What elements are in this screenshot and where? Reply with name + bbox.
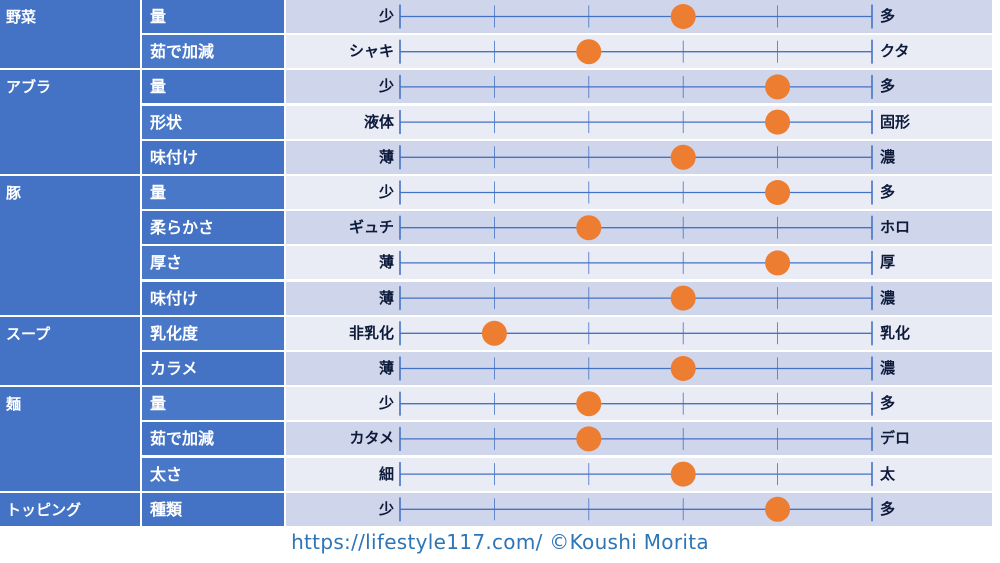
scale-right-label: クタ: [880, 42, 910, 61]
scale-left-label: カタメ: [349, 429, 394, 448]
scale-left-label: 非乳化: [348, 323, 394, 342]
scale-right-label: 多: [880, 499, 896, 518]
item-label: 量: [142, 387, 284, 421]
scale-left-label: 少: [378, 77, 394, 96]
rating-marker: [670, 144, 696, 170]
category-label: スープ: [0, 316, 140, 388]
category-label: 麺: [0, 387, 140, 493]
scale-left-label: 薄: [378, 288, 394, 307]
scale-right-label: 濃: [880, 147, 896, 166]
item-label: 味付け: [142, 140, 284, 174]
scale-right-label: 厚: [880, 253, 896, 272]
category-label: アブラ: [0, 70, 140, 176]
scale-right-label: 固形: [880, 112, 911, 131]
scale-left-label: 少: [378, 394, 394, 413]
item-label: 種類: [142, 492, 284, 526]
rating-marker: [481, 320, 507, 346]
rating-marker: [765, 496, 791, 522]
item-label: カラメ: [142, 352, 284, 385]
rating-marker: [670, 285, 696, 311]
scale-left-label: 薄: [378, 359, 394, 377]
scale-layer: [399, 4, 873, 522]
rating-marker: [765, 180, 791, 205]
scale-left-label: 液体: [363, 112, 394, 131]
category-label: 野菜: [0, 0, 140, 71]
item-label: 柔らかさ: [142, 211, 284, 245]
item-label: 量: [142, 176, 284, 209]
item-label: 量: [142, 70, 284, 104]
scale-right-label: 多: [880, 7, 896, 25]
rating-marker: [576, 391, 602, 417]
scale-right-label: 乳化: [880, 323, 911, 342]
scale-right-label: 濃: [880, 359, 896, 377]
rating-marker: [670, 356, 696, 381]
scale-left-label: 少: [378, 7, 394, 25]
rating-marker: [576, 215, 602, 241]
scale-right-label: デロ: [880, 429, 911, 448]
scale-right-label: 多: [880, 394, 896, 413]
rating-marker: [765, 109, 791, 135]
item-label: 乳化度: [142, 316, 284, 350]
category-label: トッピング: [0, 492, 140, 528]
item-label: 厚さ: [142, 246, 284, 280]
scale-right-label: 多: [880, 77, 896, 96]
rating-chart: 野菜量少多茹で加減 シャキ クタ アブラ量少多形状 液体 固形 味付け薄濃豚量少多柔らかさギ…: [0, 0, 992, 528]
scale-left-label: 細: [378, 464, 394, 483]
scale-left-label: 薄: [378, 147, 394, 166]
item-label: 形状: [142, 105, 284, 139]
item-label: 茹で加減: [142, 422, 284, 456]
scale-right-label: 多: [880, 183, 896, 201]
rating-marker: [765, 74, 791, 100]
rating-marker: [576, 426, 602, 452]
scale-left-label: 少: [378, 499, 394, 518]
scale-right-label: 濃: [880, 288, 896, 307]
rating-marker: [670, 4, 696, 29]
item-label: 茹で加減: [142, 35, 284, 69]
rating-marker: [765, 250, 791, 276]
scale-left-label: 少: [378, 183, 394, 201]
credit-text: https://lifestyle117.com/ ©Koushi Morita: [291, 530, 709, 554]
item-label: 量: [142, 0, 284, 33]
scale-left-label: 薄: [378, 253, 394, 272]
scale-right-label: ホロ: [880, 218, 911, 237]
rating-marker: [576, 39, 602, 65]
item-label: 太さ: [142, 457, 284, 491]
scale-left-label: ギュチ: [348, 218, 394, 237]
scale-left-label: シャキ: [348, 42, 394, 61]
scale-right-label: 太: [880, 464, 896, 483]
item-label: 味付け: [142, 281, 284, 315]
category-label: 豚: [0, 176, 140, 317]
rating-marker: [670, 461, 696, 487]
